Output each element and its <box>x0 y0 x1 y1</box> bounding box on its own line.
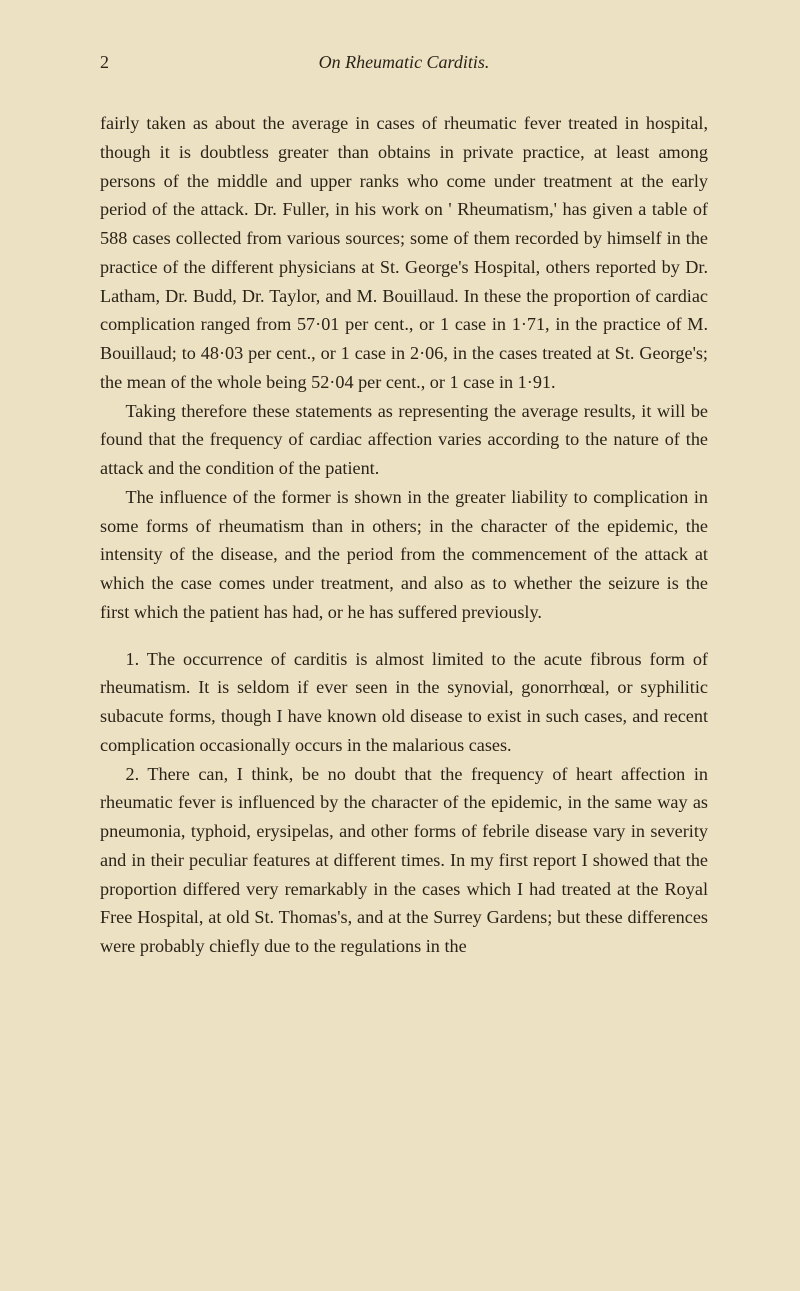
page-number: 2 <box>100 52 109 73</box>
paragraph-5: 2. There can, I think, be no doubt that … <box>100 760 708 961</box>
paragraph-2: Taking therefore these statements as rep… <box>100 397 708 483</box>
body-text: fairly taken as about the average in cas… <box>100 109 708 961</box>
running-header: On Rheumatic Carditis. <box>100 52 708 73</box>
paragraph-1: fairly taken as about the average in cas… <box>100 109 708 397</box>
paragraph-3: The influence of the former is shown in … <box>100 483 708 627</box>
paragraph-4: 1. The occurrence of carditis is almost … <box>100 645 708 760</box>
